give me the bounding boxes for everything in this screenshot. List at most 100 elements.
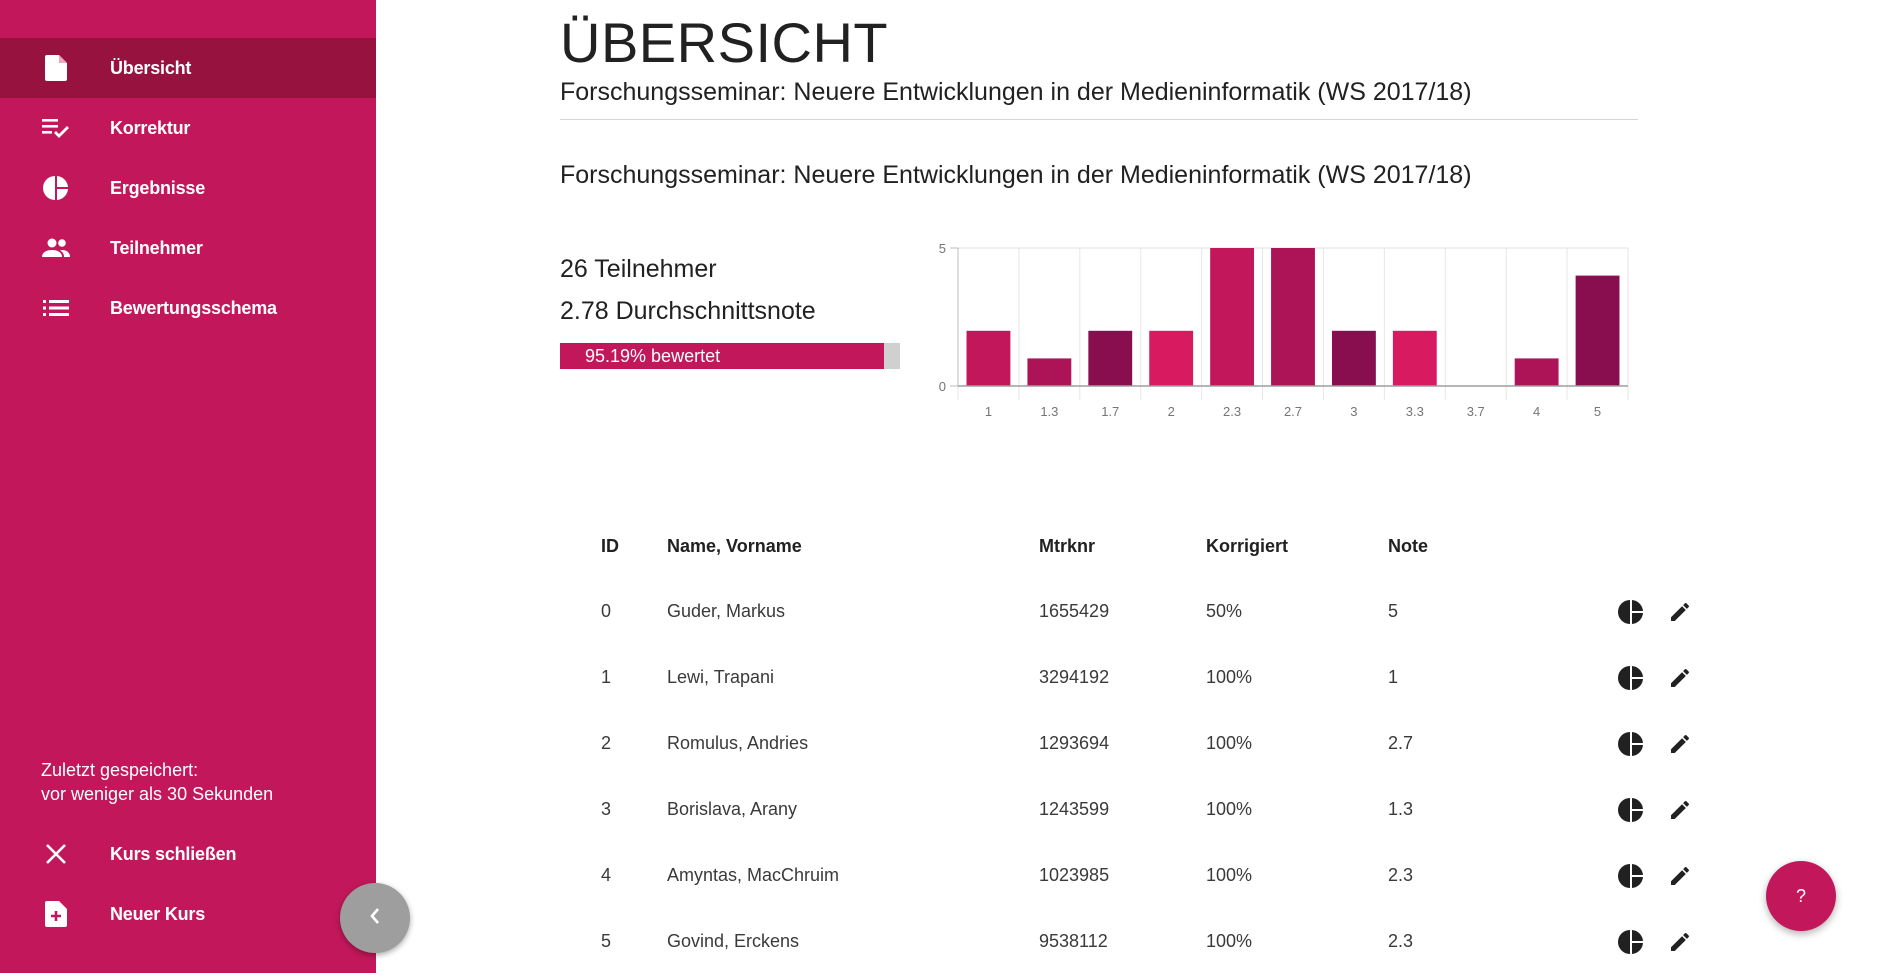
cell-mtrknr: 3294192	[1039, 667, 1110, 687]
chart-x-tick-label: 3	[1350, 404, 1357, 419]
sidebar-bottom-nav: Kurs schließen Neuer Kurs	[0, 824, 376, 944]
sidebar-nav: Übersicht Korrektur Ergebnisse Teilnehme…	[0, 38, 376, 338]
chart-bar	[966, 330, 1011, 386]
chart-x-tick-label: 2.3	[1223, 404, 1241, 419]
new-course-button[interactable]: Neuer Kurs	[0, 884, 376, 944]
close-course-label: Kurs schließen	[110, 843, 237, 864]
column-header-name[interactable]: Name, Vorname	[667, 536, 802, 556]
edit-button[interactable]	[1665, 663, 1695, 693]
column-header-note[interactable]: Note	[1388, 536, 1428, 556]
cell-korrigiert: 100%	[1206, 799, 1253, 819]
cell-name: Govind, Erckens	[667, 931, 800, 951]
cell-id: 2	[601, 733, 612, 753]
cell-korrigiert: 100%	[1206, 733, 1253, 753]
view-results-button[interactable]	[1616, 597, 1646, 627]
edit-button[interactable]	[1665, 795, 1695, 825]
cell-name: Guder, Markus	[667, 601, 786, 621]
cell-korrigiert: 50%	[1206, 601, 1243, 621]
page-subtitle: Forschungsseminar: Neuere Entwicklungen …	[560, 78, 1472, 106]
cell-korrigiert: 100%	[1206, 931, 1253, 951]
pie-chart-icon	[1618, 798, 1643, 822]
chart-x-tick-label: 4	[1533, 404, 1540, 419]
pie-chart-icon	[1618, 930, 1643, 954]
sidebar-item-bewertungsschema[interactable]: Bewertungsschema	[0, 278, 376, 338]
chart-y-tick-label: 0	[939, 379, 946, 394]
progress-fill	[560, 343, 884, 369]
grade-distribution-chart: 5 0 1 1.3 1.7 2 2.3 2.7 3 3.3 3.7 4 5	[939, 241, 1629, 419]
new-course-label: Neuer Kurs	[110, 903, 206, 924]
chart-bar	[1331, 330, 1376, 386]
progress-label: 95.19% bewertet	[585, 346, 721, 366]
edit-button[interactable]	[1665, 729, 1695, 759]
sidebar-item-korrektur[interactable]: Korrektur	[0, 98, 376, 158]
column-header-mtrknr[interactable]: Mtrknr	[1039, 536, 1096, 556]
document-icon	[42, 54, 70, 82]
sidebar-item-uebersicht[interactable]: Übersicht	[0, 38, 376, 98]
cell-korrigiert: 100%	[1206, 865, 1253, 885]
sidebar-item-label: Ergebnisse	[110, 177, 206, 198]
edit-icon	[1671, 866, 1690, 885]
new-document-icon	[42, 900, 70, 928]
cell-id: 1	[601, 667, 612, 687]
chart-bar	[1575, 275, 1620, 386]
cell-id: 3	[601, 799, 612, 819]
chart-x-tick-label: 1.3	[1040, 404, 1058, 419]
edit-icon	[1671, 800, 1690, 819]
view-results-button[interactable]	[1616, 729, 1646, 759]
sidebar-item-label: Übersicht	[110, 57, 192, 78]
chart-x-tick-label: 5	[1594, 404, 1601, 419]
chart-y-tick-label: 5	[939, 241, 946, 256]
chart-x-tick-label: 3.7	[1467, 404, 1485, 419]
sidebar: Übersicht Korrektur Ergebnisse Teilnehme…	[0, 0, 376, 973]
chart-x-tick-label: 1.7	[1101, 404, 1119, 419]
cell-note: 2.7	[1388, 733, 1414, 753]
collapse-sidebar-button[interactable]	[340, 883, 410, 953]
chart-bar	[1027, 358, 1072, 386]
grading-progress-bar: 95.19% bewertet	[560, 343, 900, 369]
last-saved-status: Zuletzt gespeichert: vor weniger als 30 …	[41, 758, 273, 806]
participant-count: 26 Teilnehmer	[560, 255, 717, 283]
edit-button[interactable]	[1665, 927, 1695, 957]
chart-x-tick-label: 2	[1168, 404, 1175, 419]
sidebar-item-label: Teilnehmer	[110, 237, 203, 258]
cell-mtrknr: 9538112	[1039, 931, 1108, 951]
sidebar-item-ergebnisse[interactable]: Ergebnisse	[0, 158, 376, 218]
cell-note: 1	[1388, 667, 1399, 687]
cell-mtrknr: 1023985	[1039, 865, 1110, 885]
close-course-button[interactable]: Kurs schließen	[0, 824, 376, 884]
help-label: ?	[1795, 885, 1806, 906]
pie-chart-icon	[42, 174, 70, 202]
pie-chart-icon	[1618, 666, 1643, 690]
pie-chart-icon	[1618, 864, 1643, 888]
edit-button[interactable]	[1665, 861, 1695, 891]
chart-x-tick-label: 1	[985, 404, 992, 419]
checklist-icon	[42, 114, 70, 142]
edit-icon	[1671, 734, 1690, 753]
column-header-korrigiert[interactable]: Korrigiert	[1206, 536, 1289, 556]
view-results-button[interactable]	[1616, 795, 1646, 825]
column-header-id[interactable]: ID	[601, 536, 619, 556]
chart-x-tick-label: 3.3	[1406, 404, 1424, 419]
help-button[interactable]: ?	[1766, 861, 1836, 931]
view-results-button[interactable]	[1616, 927, 1646, 957]
close-icon	[42, 840, 70, 868]
cell-note: 1.3	[1388, 799, 1414, 819]
cell-korrigiert: 100%	[1206, 667, 1253, 687]
edit-icon	[1671, 932, 1690, 951]
cell-id: 0	[601, 601, 612, 621]
view-results-button[interactable]	[1616, 663, 1646, 693]
pie-chart-icon	[1618, 732, 1643, 756]
people-icon	[42, 234, 70, 262]
chart-bar	[1514, 358, 1559, 386]
cell-note: 2.3	[1388, 931, 1414, 951]
chevron-left-icon	[368, 907, 382, 930]
edit-button[interactable]	[1665, 597, 1695, 627]
cell-note: 2.3	[1388, 865, 1414, 885]
page-title: ÜBERSICHT	[560, 11, 889, 74]
sidebar-item-teilnehmer[interactable]: Teilnehmer	[0, 218, 376, 278]
chart-bar	[1149, 330, 1194, 386]
view-results-button[interactable]	[1616, 861, 1646, 891]
cell-id: 5	[601, 931, 612, 951]
list-icon	[42, 294, 70, 322]
edit-icon	[1671, 668, 1690, 687]
